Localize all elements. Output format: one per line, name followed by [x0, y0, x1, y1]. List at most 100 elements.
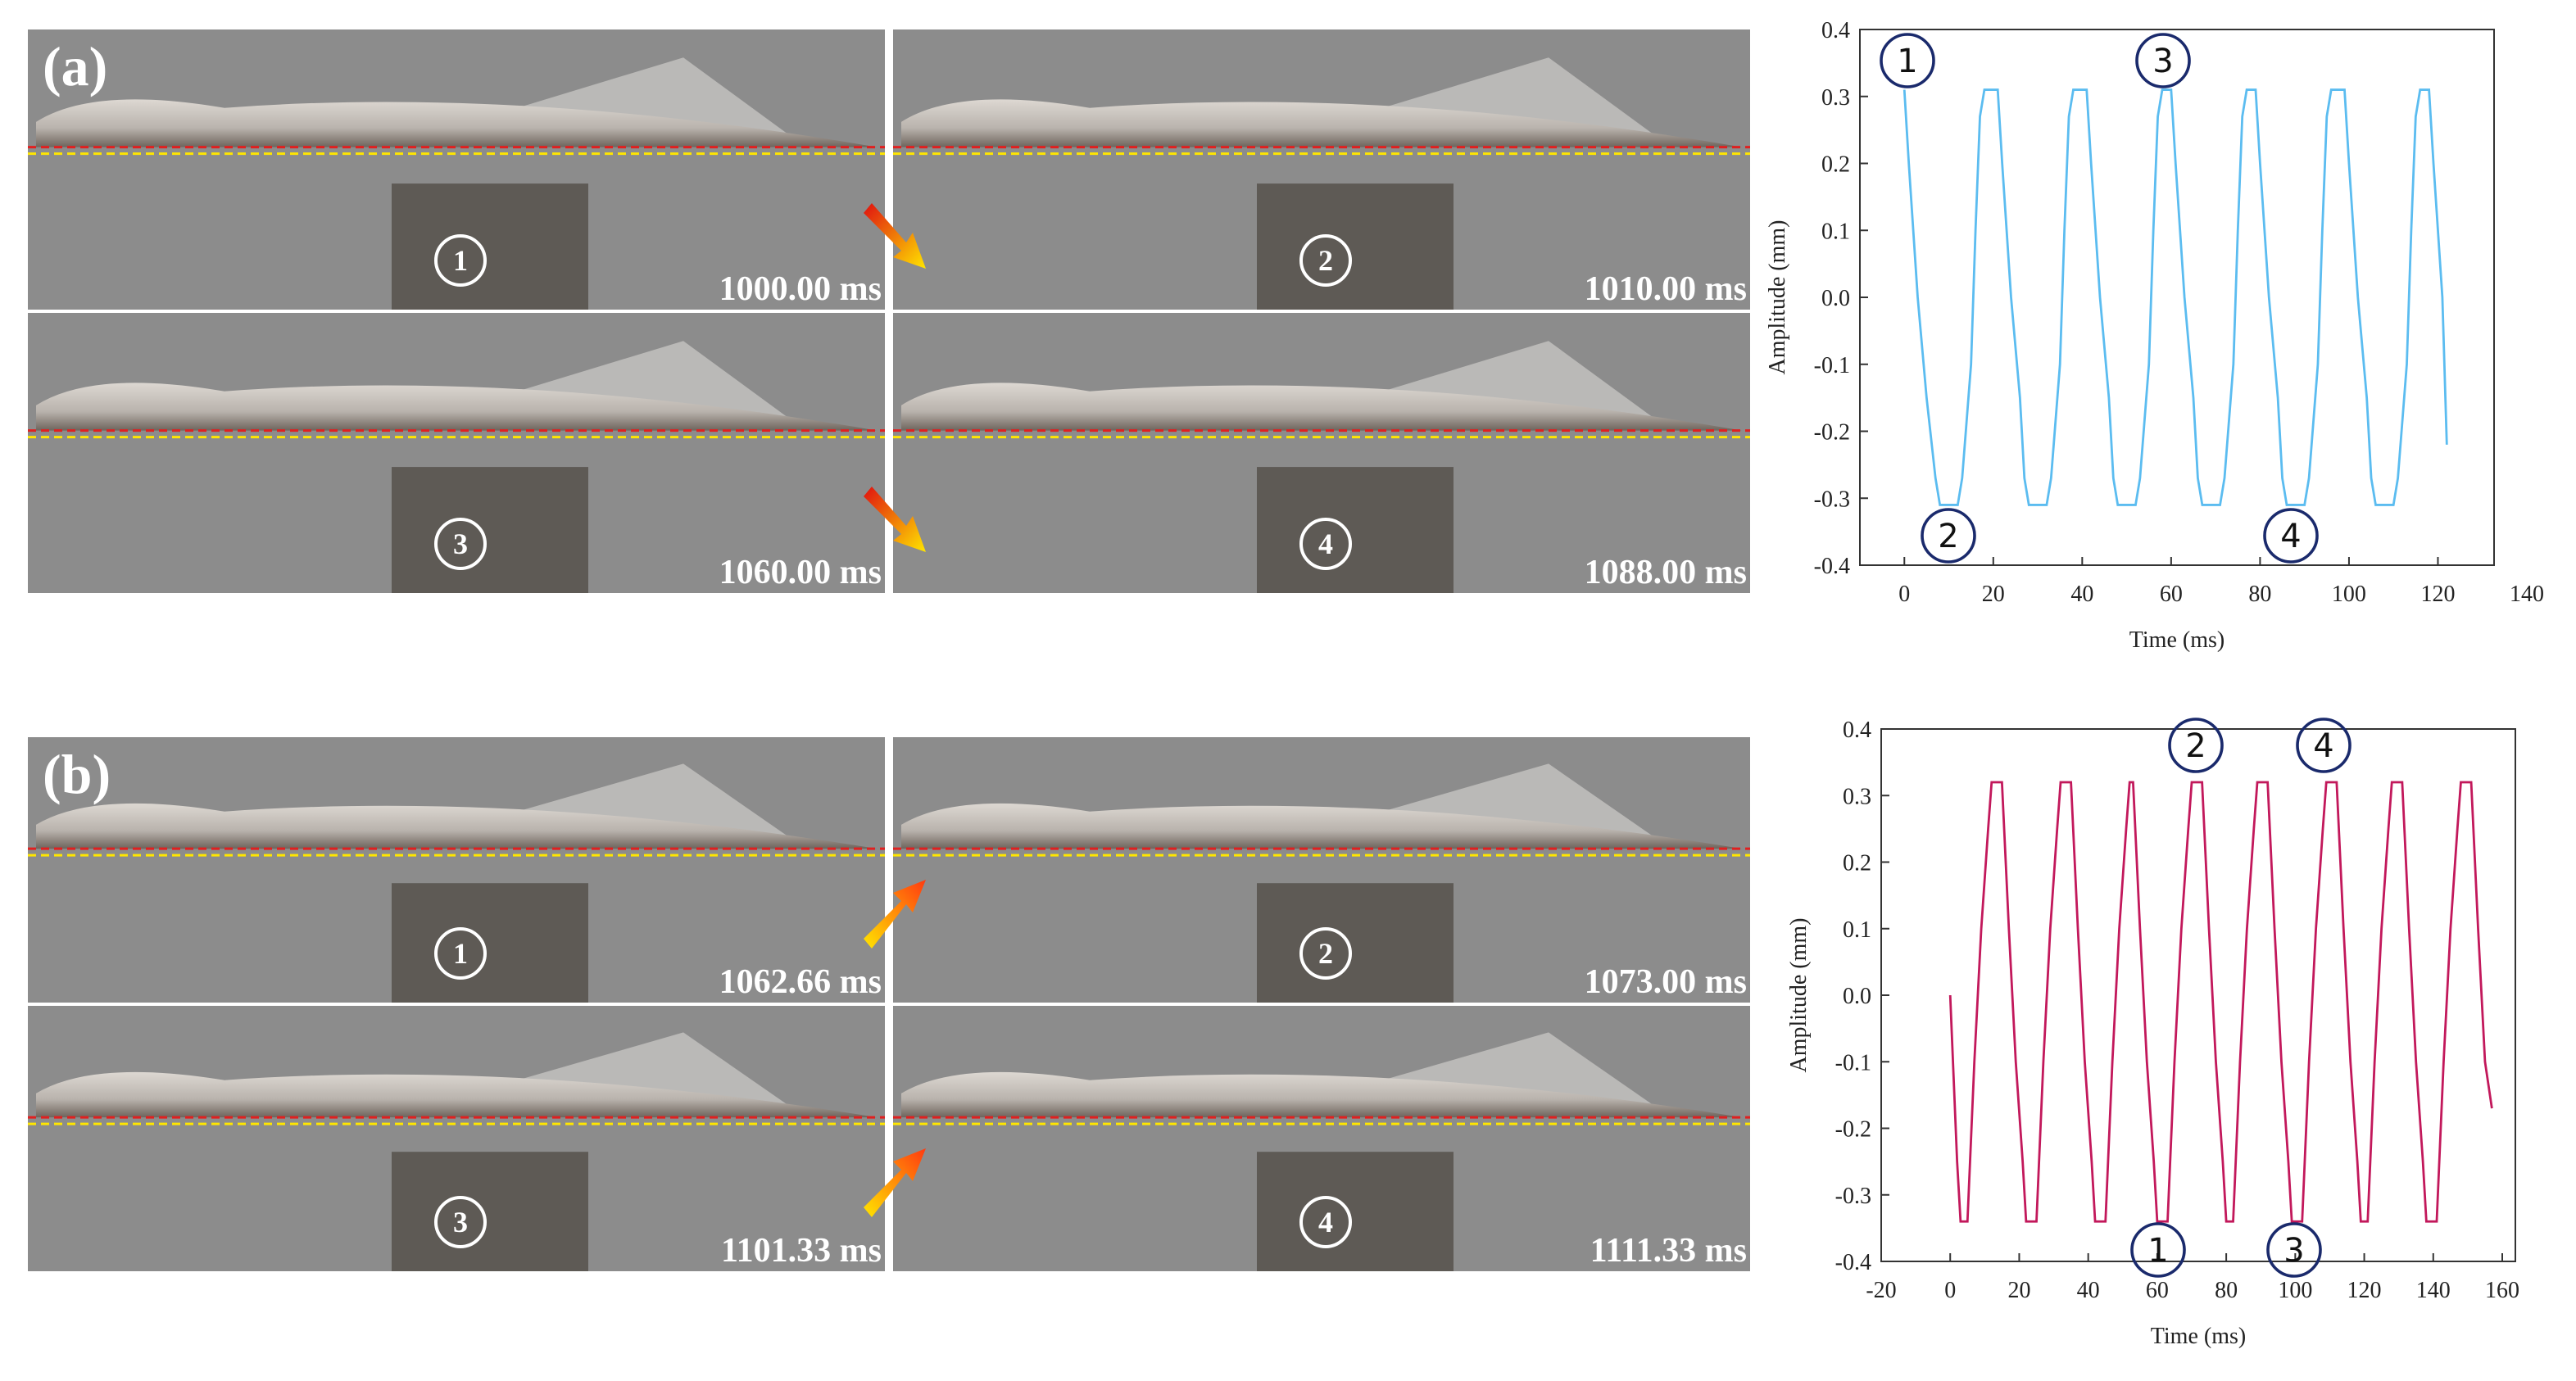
- liquid-jet: [901, 803, 1742, 849]
- nozzle: [392, 183, 588, 310]
- frame-time: 1060.00 ms: [719, 554, 882, 591]
- x-tick-label: 160: [2485, 1278, 2519, 1303]
- frame-number: 4: [1318, 1206, 1333, 1238]
- x-tick-label: 140: [2510, 582, 2544, 607]
- frame-time: 1088.00 ms: [1585, 554, 1747, 591]
- frame-number: 3: [453, 527, 468, 560]
- photo-frame: 1 1062.66 ms: [28, 737, 885, 1003]
- frame-number-circle: [434, 927, 487, 980]
- annotation: 4: [2313, 727, 2333, 765]
- frame-number-circle: [434, 234, 487, 287]
- x-tick-label: 60: [2160, 582, 2183, 607]
- frame-time: 1111.33 ms: [1590, 1232, 1747, 1270]
- x-tick-label: 20: [2007, 1278, 2030, 1303]
- frame-number: 1: [453, 244, 468, 277]
- y-tick-label: 0.3: [1843, 784, 1871, 809]
- y-tick-label: -0.1: [1814, 353, 1850, 378]
- frame-number-circle: [1299, 927, 1352, 980]
- nozzle: [392, 883, 588, 1003]
- x-tick-label: 80: [2215, 1278, 2238, 1303]
- y-tick-label: -0.4: [1814, 554, 1850, 579]
- y-tick-label: -0.2: [1814, 420, 1850, 446]
- y-axis-label: Amplitude (mm): [1765, 220, 1790, 375]
- photo-frame: 3 1101.33 ms: [28, 1006, 885, 1271]
- y-tick-label: 0.0: [1843, 984, 1871, 1009]
- line-series: [1903, 88, 2448, 506]
- line-chart: -0.4 -0.3 -0.2 -0.1 0.0 0.1 0.2 0.3 0.4 -20 0 20 40 6…: [1786, 718, 2519, 1349]
- frame-number-circle: [434, 518, 487, 570]
- frame-number-circle: [1299, 1196, 1352, 1248]
- photo-frame: 4 1111.33 ms: [893, 1006, 1750, 1271]
- annotation: 3: [2152, 43, 2173, 80]
- plot-frame: [1859, 29, 2495, 566]
- annotation-circle: [2296, 718, 2352, 773]
- liquid-jet: [36, 1071, 877, 1118]
- plot-area: [1903, 88, 2448, 506]
- y-tick-label: -0.3: [1814, 487, 1850, 512]
- frame-number: 2: [1318, 937, 1333, 970]
- x-tick-label: 40: [2070, 582, 2093, 607]
- panel-label: (a): [43, 35, 107, 97]
- x-axis-label: Time (ms): [2151, 1324, 2246, 1349]
- x-tick-label: 80: [2248, 582, 2271, 607]
- annotation: 1: [2147, 1232, 2168, 1270]
- annotation: 4: [2280, 518, 2301, 555]
- annotation: 2: [1938, 518, 1958, 555]
- annotation-circle: [2168, 718, 2224, 773]
- annotation-circle: [1880, 33, 1935, 88]
- liquid-jet: [901, 1071, 1742, 1118]
- liquid-jet: [36, 383, 877, 431]
- y-tick-label: 0.2: [1821, 152, 1850, 178]
- frame-number: 1: [453, 937, 468, 970]
- frame-number-circle: [1299, 234, 1352, 287]
- y-tick-label: 0.4: [1821, 18, 1850, 43]
- annotation-circle: [2266, 1222, 2322, 1278]
- plot-area: [1948, 781, 2493, 1223]
- y-tick-label: 0.1: [1843, 917, 1871, 943]
- frame-time: 1000.00 ms: [719, 270, 882, 308]
- liquid-jet: [901, 383, 1742, 431]
- frame-time: 1101.33 ms: [721, 1232, 882, 1270]
- charts: -0.4-0.3-0.2-0.10.00.10.20.30.40 20 40 60 80…: [1765, 18, 2544, 1349]
- nozzle: [1257, 183, 1454, 310]
- frame-number: 2: [1318, 244, 1333, 277]
- y-tick-label: -0.2: [1835, 1117, 1871, 1143]
- y-tick-label: -0.3: [1835, 1184, 1871, 1209]
- x-tick-label: 100: [2278, 1278, 2312, 1303]
- photo-frame: 4 1088.00 ms: [893, 313, 1750, 593]
- frame-number: 3: [453, 1206, 468, 1238]
- x-tick-label: 40: [2077, 1278, 2100, 1303]
- frame-time: 1010.00 ms: [1585, 270, 1747, 308]
- sequence-arrow: [864, 880, 926, 949]
- line-chart: -0.4 -0.3 -0.2 -0.1 0.0 0.1 0.2 0.3 0.4 0 20 40 60 80…: [1765, 18, 2544, 653]
- y-tick-label: 0.1: [1821, 219, 1850, 244]
- sequence-arrow: [864, 203, 926, 269]
- photo-frame: 2 1073.00 ms: [893, 737, 1750, 1003]
- frame-time: 1073.00 ms: [1585, 963, 1747, 1001]
- x-tick-label: 0: [1944, 1278, 1956, 1303]
- frame-number-circle: [1299, 518, 1352, 570]
- annotation: 2: [2185, 727, 2206, 765]
- frame-number-circle: [434, 1196, 487, 1248]
- photo-frame: 1 1000.00 ms: [28, 29, 885, 310]
- x-tick-label: 100: [2332, 582, 2366, 607]
- photo-frame: 2 1010.00 ms: [893, 29, 1750, 310]
- x-tick-label: 120: [2420, 582, 2455, 607]
- panel-label: (b): [43, 743, 111, 805]
- frame-time: 1062.66 ms: [719, 963, 882, 1001]
- x-tick-label: 120: [2347, 1278, 2382, 1303]
- sequence-arrow: [864, 487, 926, 552]
- annotation: 1: [1897, 43, 1917, 80]
- x-tick-label: 0: [1898, 582, 1910, 607]
- liquid-jet: [901, 99, 1742, 147]
- y-tick-label: -0.1: [1835, 1050, 1871, 1075]
- photo-frame: 3 1060.00 ms: [28, 313, 885, 593]
- y-tick-label: 0.4: [1843, 718, 1871, 743]
- y-tick-label: 0.3: [1821, 85, 1850, 111]
- annotation: 3: [2283, 1232, 2304, 1270]
- x-tick-label: 60: [2146, 1278, 2169, 1303]
- frame-number: 4: [1318, 527, 1333, 560]
- liquid-jet: [36, 99, 877, 147]
